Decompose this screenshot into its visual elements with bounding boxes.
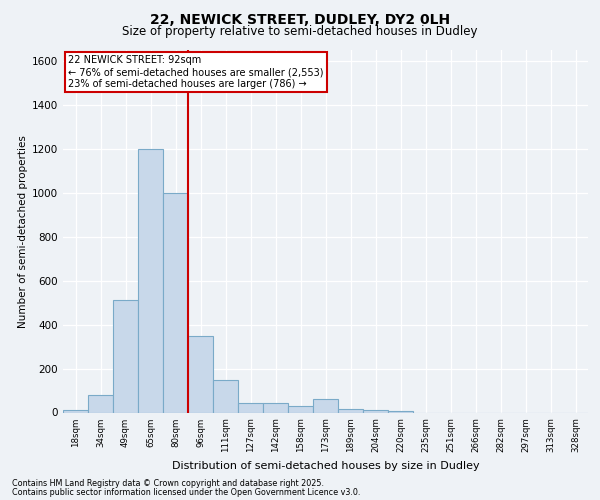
Text: Contains public sector information licensed under the Open Government Licence v3: Contains public sector information licen… xyxy=(12,488,361,497)
Bar xyxy=(288,406,313,412)
Bar xyxy=(238,402,263,412)
Bar xyxy=(63,410,88,412)
Bar xyxy=(338,409,363,412)
Bar xyxy=(213,380,238,412)
Bar xyxy=(138,149,163,412)
Text: 22 NEWICK STREET: 92sqm
← 76% of semi-detached houses are smaller (2,553)
23% of: 22 NEWICK STREET: 92sqm ← 76% of semi-de… xyxy=(68,56,324,88)
Bar xyxy=(88,395,113,412)
Bar xyxy=(363,410,388,412)
Bar xyxy=(263,402,288,412)
Text: 22, NEWICK STREET, DUDLEY, DY2 0LH: 22, NEWICK STREET, DUDLEY, DY2 0LH xyxy=(150,12,450,26)
X-axis label: Distribution of semi-detached houses by size in Dudley: Distribution of semi-detached houses by … xyxy=(172,460,479,470)
Bar xyxy=(188,336,213,412)
Text: Contains HM Land Registry data © Crown copyright and database right 2025.: Contains HM Land Registry data © Crown c… xyxy=(12,479,324,488)
Text: Size of property relative to semi-detached houses in Dudley: Size of property relative to semi-detach… xyxy=(122,25,478,38)
Y-axis label: Number of semi-detached properties: Number of semi-detached properties xyxy=(18,135,28,328)
Bar xyxy=(163,193,188,412)
Bar xyxy=(113,300,138,412)
Bar xyxy=(313,400,338,412)
